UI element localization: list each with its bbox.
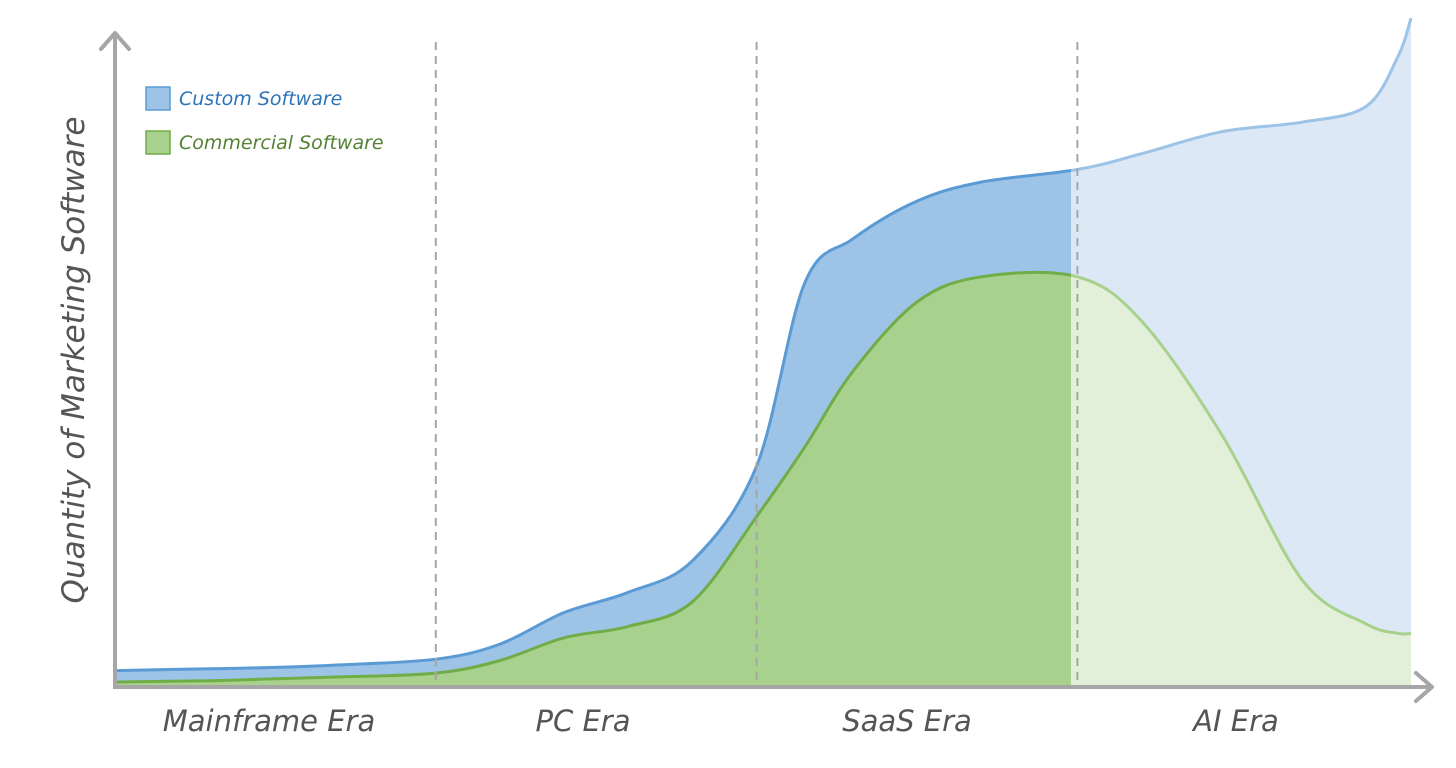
custom-software-line-future [1071, 17, 1413, 173]
y-axis-arrow-icon [99, 31, 131, 51]
legend-swatch-custom-software [145, 86, 171, 111]
custom-software-line [114, 169, 1071, 673]
era-label-pc: PC Era [536, 704, 631, 738]
legend: Custom Software Commercial Software [145, 86, 384, 155]
axes [99, 31, 1434, 703]
era-dividers [434, 42, 1079, 686]
era-label-mainframe: Mainframe Era [163, 704, 375, 738]
era-labels: Mainframe Era PC Era SaaS Era AI Era [163, 704, 1279, 738]
commercial-software-area-solid [115, 272, 1071, 687]
legend-label-commercial-software: Commercial Software [179, 132, 384, 154]
legend-swatch-commercial-software [145, 130, 171, 155]
era-label-saas: SaaS Era [842, 704, 972, 738]
commercial-software-line-future [1071, 273, 1412, 636]
y-axis-title: Quantity of Marketing Software [56, 117, 92, 604]
era-label-ai: AI Era [1191, 704, 1279, 738]
commercial-software-line [114, 270, 1071, 684]
legend-label-custom-software: Custom Software [179, 88, 342, 110]
commercial-software-area [115, 272, 1071, 687]
commercial-software-area-future [1071, 275, 1411, 687]
commercial-software-area-faded [1071, 275, 1411, 687]
x-axis-arrow-icon [1414, 671, 1434, 703]
